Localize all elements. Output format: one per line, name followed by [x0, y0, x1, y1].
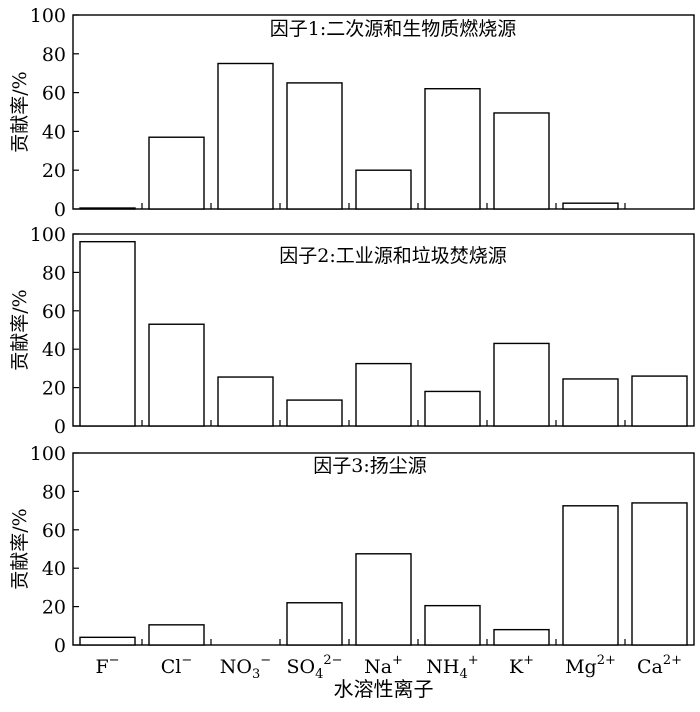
x-tick-label: F− [95, 653, 119, 678]
bar-Na [355, 169, 412, 210]
bar-Ca [631, 502, 688, 646]
y-tick-label: 40 [42, 558, 66, 580]
bar-F [79, 207, 136, 210]
x-axis-label: 水溶性离子 [334, 677, 434, 701]
panel-title: 因子1:二次源和生物质燃烧源 [270, 18, 517, 40]
x-tick-label: Ca2+ [637, 653, 682, 678]
bar-SO4 [286, 399, 343, 427]
y-tick-label: 80 [42, 44, 66, 66]
bar-K [493, 628, 550, 646]
bar-Na [355, 553, 412, 646]
bar-K [493, 112, 550, 210]
x-tick-labels: F− Cl− NO3− SO42− Na+ NH4+ K+ Mg2+ Ca2+ [95, 653, 682, 682]
y-tick-label: 100 [30, 443, 66, 465]
bar-F [79, 240, 136, 427]
x-tick-label: Cl− [161, 653, 193, 678]
y-tick-label: 20 [42, 160, 66, 182]
bar-K [493, 342, 550, 427]
y-tick-label: 20 [42, 597, 66, 619]
y-tick-label: 80 [42, 262, 66, 284]
y-tick-label: 20 [42, 378, 66, 400]
bar-Mg [562, 202, 619, 210]
y-tick-label: 100 [30, 5, 66, 27]
y-tick-label: 40 [42, 339, 66, 361]
bar-Mg [562, 378, 619, 427]
bar-Cl [148, 624, 205, 646]
bar-Ca [631, 375, 688, 427]
x-tick-label: K+ [509, 653, 534, 678]
y-tick-label: 60 [42, 520, 66, 542]
y-tick-label: 80 [42, 481, 66, 503]
bar-NH4 [424, 390, 481, 427]
bar-Cl [148, 323, 205, 427]
x-tick-label: SO42− [286, 653, 342, 682]
x-tick-label: Mg2+ [565, 653, 616, 678]
y-tick-label: 0 [54, 416, 66, 438]
y-axis-label: 贡献率/% [9, 289, 31, 370]
y-tick-label: 60 [42, 83, 66, 105]
bar-SO4 [286, 602, 343, 646]
y-tick-label: 60 [42, 301, 66, 323]
panel-title: 因子2:工业源和垃圾焚烧源 [279, 245, 507, 267]
bar-F [79, 636, 136, 646]
y-tick-label: 100 [30, 224, 66, 246]
x-tick-label: NO3− [220, 653, 271, 682]
y-tick-label: 0 [54, 199, 66, 221]
y-axis-label: 贡献率/% [9, 508, 31, 589]
bar-Cl [148, 136, 205, 210]
panel-title: 因子3:扬尘源 [313, 455, 427, 477]
bar-NO3 [217, 62, 274, 210]
y-axis-label: 贡献率/% [9, 71, 31, 152]
x-tick-label: Na+ [364, 653, 403, 678]
y-tick-label: 0 [54, 635, 66, 657]
bar-SO4 [286, 82, 343, 210]
bar-Na [355, 362, 412, 427]
x-tick-label: NH4+ [426, 653, 478, 682]
bar-Mg [562, 505, 619, 646]
y-tick-label: 40 [42, 121, 66, 143]
bar-NO3 [217, 376, 274, 427]
bar-NH4 [424, 88, 481, 210]
bar-NH4 [424, 604, 481, 646]
